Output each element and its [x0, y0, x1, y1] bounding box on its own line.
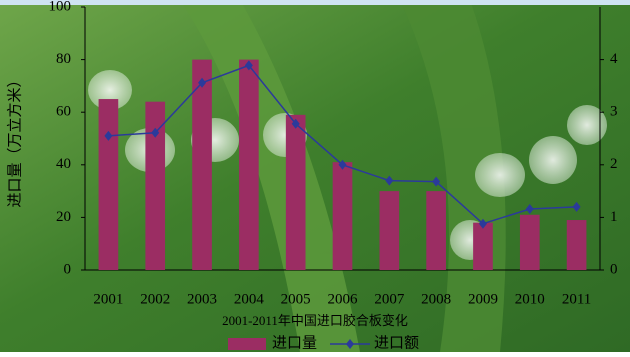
x-tick-label: 2004 [234, 291, 265, 307]
bar [239, 59, 259, 270]
bar [519, 214, 540, 270]
bar [192, 59, 212, 270]
bar [332, 162, 353, 270]
y2-tick-label: 1 [610, 209, 618, 225]
bar [473, 222, 493, 270]
bar [98, 99, 119, 270]
line-marker [244, 60, 253, 71]
line-marker [385, 175, 394, 186]
y2-tick-label: 0 [610, 261, 618, 277]
legend-label: 进口额 [374, 334, 419, 351]
x-tick-label: 2002 [140, 291, 170, 307]
y-tick-label: 80 [56, 51, 71, 67]
line-marker [151, 127, 160, 138]
legend-swatch [228, 338, 266, 350]
y-tick-label: 60 [56, 104, 71, 120]
y2-tick-label: 3 [610, 104, 618, 120]
y-tick-label: 40 [56, 156, 71, 172]
line-marker [572, 201, 581, 212]
x-tick-label: 2007 [374, 291, 405, 307]
line-marker [104, 130, 113, 141]
line-marker [478, 218, 487, 229]
x-tick-label: 2001 [93, 291, 123, 307]
y-tick-label: 0 [64, 261, 72, 277]
y-tick-label: 20 [56, 209, 71, 225]
x-tick-label: 2008 [421, 291, 451, 307]
caption: 2001-2011年中国进口胶合板变化 [222, 313, 408, 328]
y-tick-label: 100 [49, 0, 72, 14]
bar [426, 191, 446, 270]
bar [566, 220, 587, 270]
window-border [0, 0, 630, 5]
bar [379, 191, 400, 270]
line-marker [525, 203, 534, 214]
x-tick-label: 2005 [281, 291, 311, 307]
line-marker [338, 159, 347, 170]
y-axis-label: 进口量（万立方米） [6, 72, 23, 207]
line-marker [198, 77, 207, 88]
y2-tick-label: 2 [610, 156, 618, 172]
line-marker [432, 176, 441, 187]
x-tick-label: 2006 [328, 291, 359, 307]
legend-swatch [346, 339, 354, 349]
x-tick-label: 2010 [515, 291, 545, 307]
x-tick-label: 2009 [468, 291, 498, 307]
x-tick-label: 2011 [562, 291, 591, 307]
bar [145, 101, 166, 271]
x-tick-label: 2003 [187, 291, 217, 307]
bar [285, 114, 306, 270]
y2-tick-label: 4 [610, 51, 618, 67]
legend-label: 进口量 [272, 334, 317, 351]
line-marker [291, 118, 300, 129]
